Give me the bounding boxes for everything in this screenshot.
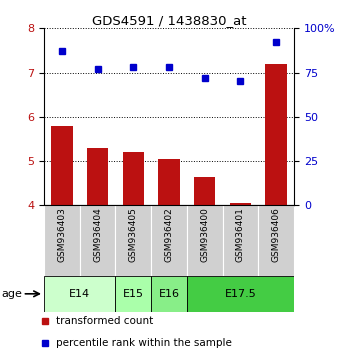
Text: transformed count: transformed count [56,316,153,326]
Bar [158,159,180,205]
Bar [187,276,294,312]
Text: E15: E15 [123,289,144,299]
Bar [87,148,108,205]
Text: GSM936405: GSM936405 [129,207,138,262]
Bar [265,64,287,205]
Bar [123,152,144,205]
Bar [80,205,115,276]
Text: GSM936403: GSM936403 [57,207,66,262]
Bar [151,205,187,276]
Bar [151,276,187,312]
Bar [51,126,73,205]
Text: age: age [2,289,23,299]
Text: E14: E14 [69,289,90,299]
Text: GSM936400: GSM936400 [200,207,209,262]
Text: GDS4591 / 1438830_at: GDS4591 / 1438830_at [92,14,246,27]
Bar [187,205,223,276]
Bar [115,276,151,312]
Bar [230,203,251,205]
Text: E16: E16 [159,289,179,299]
Bar [223,205,258,276]
Bar [194,177,215,205]
Bar [115,205,151,276]
Text: GSM936404: GSM936404 [93,207,102,262]
Text: GSM936401: GSM936401 [236,207,245,262]
Bar [44,205,80,276]
Text: GSM936406: GSM936406 [272,207,281,262]
Bar [258,205,294,276]
Text: E17.5: E17.5 [224,289,256,299]
Text: percentile rank within the sample: percentile rank within the sample [56,338,232,348]
Bar [44,276,115,312]
Text: GSM936402: GSM936402 [165,207,173,262]
